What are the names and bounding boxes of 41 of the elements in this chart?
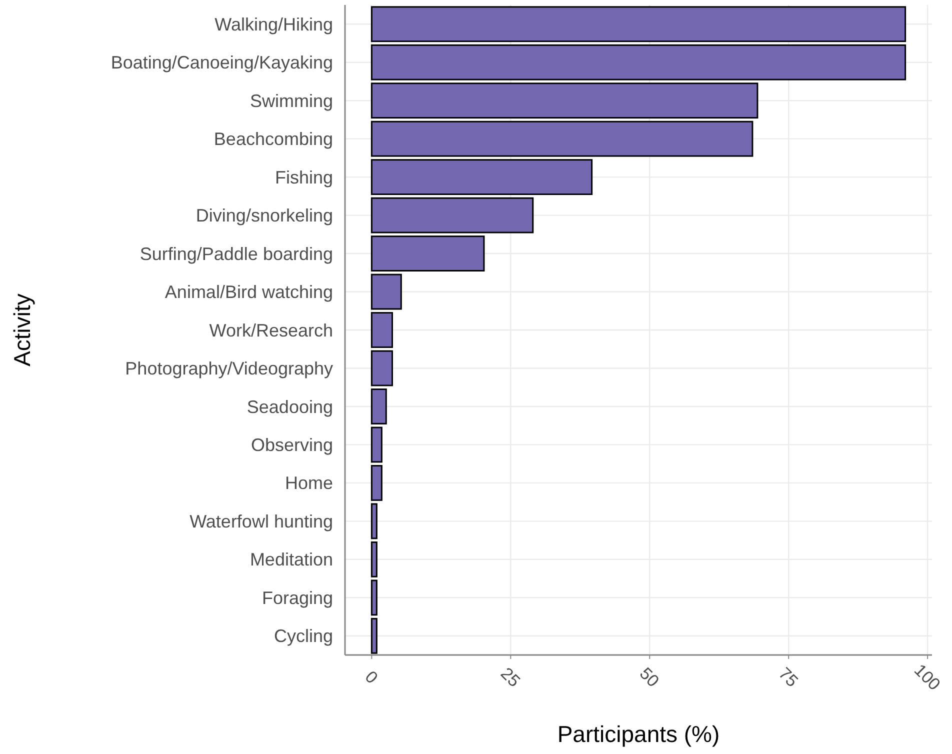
y-tick-label: Cycling <box>274 626 333 646</box>
x-tick-label: 100 <box>910 660 944 694</box>
bar <box>370 6 906 42</box>
y-tick-label: Meditation <box>250 550 333 570</box>
y-tick-label: Observing <box>250 435 333 456</box>
y-tick-label: Walking/Hiking <box>214 14 333 34</box>
bar <box>370 426 382 463</box>
y-tick-label: Waterfowl hunting <box>190 511 333 532</box>
x-tick-label: 75 <box>774 664 802 691</box>
bar <box>370 312 393 348</box>
bar <box>370 274 402 310</box>
y-tick-label: Foraging <box>262 588 333 608</box>
y-tick-label: Fishing <box>274 167 333 188</box>
y-axis-title: Activity <box>9 293 35 366</box>
bar <box>370 580 378 616</box>
x-tick-label: 0 <box>361 667 382 688</box>
y-tick-label: Photography/Videography <box>125 358 333 379</box>
bar <box>370 236 485 272</box>
y-tick-label: Home <box>284 473 333 494</box>
y-tick-label: Beachcombing <box>214 129 333 150</box>
bar <box>370 350 393 386</box>
bar <box>370 503 378 540</box>
y-tick-label: Diving/snorkeling <box>196 206 333 226</box>
bar <box>370 464 382 501</box>
x-tick-label: 50 <box>636 664 663 691</box>
y-tick-label: Boating/Canoeing/Kayaking <box>110 52 333 73</box>
y-tick-label: Work/Research <box>209 320 333 340</box>
bar <box>370 541 378 578</box>
bar <box>370 44 906 80</box>
bar <box>370 197 534 234</box>
bar <box>370 388 387 424</box>
bar <box>370 618 378 654</box>
bar <box>370 82 758 119</box>
x-axis-title: Participants (%) <box>557 721 720 747</box>
y-tick-label: Animal/Bird watching <box>164 282 333 302</box>
x-tick-label: 25 <box>496 664 524 691</box>
y-tick-label: Swimming <box>250 90 333 111</box>
y-tick-label: Surfing/Paddle boarding <box>140 244 333 264</box>
bar <box>370 120 754 157</box>
bar <box>370 159 593 196</box>
y-tick-label: Seadooing <box>246 396 333 417</box>
